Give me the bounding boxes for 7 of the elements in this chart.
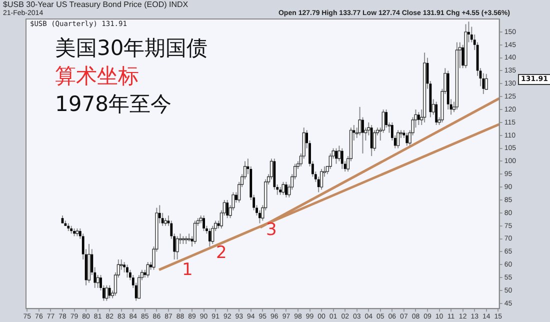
annotation: 1: [182, 260, 193, 280]
annotation: 3: [266, 220, 277, 240]
text: 美国30年期国债: [55, 36, 208, 60]
annotation: 1978年至今: [55, 92, 172, 116]
annotation: 2: [216, 243, 227, 263]
text: $USB 30-Year US Treasury Bond Price (EOD) INDX: [3, 0, 188, 9]
text: 算术坐标: [55, 64, 139, 88]
